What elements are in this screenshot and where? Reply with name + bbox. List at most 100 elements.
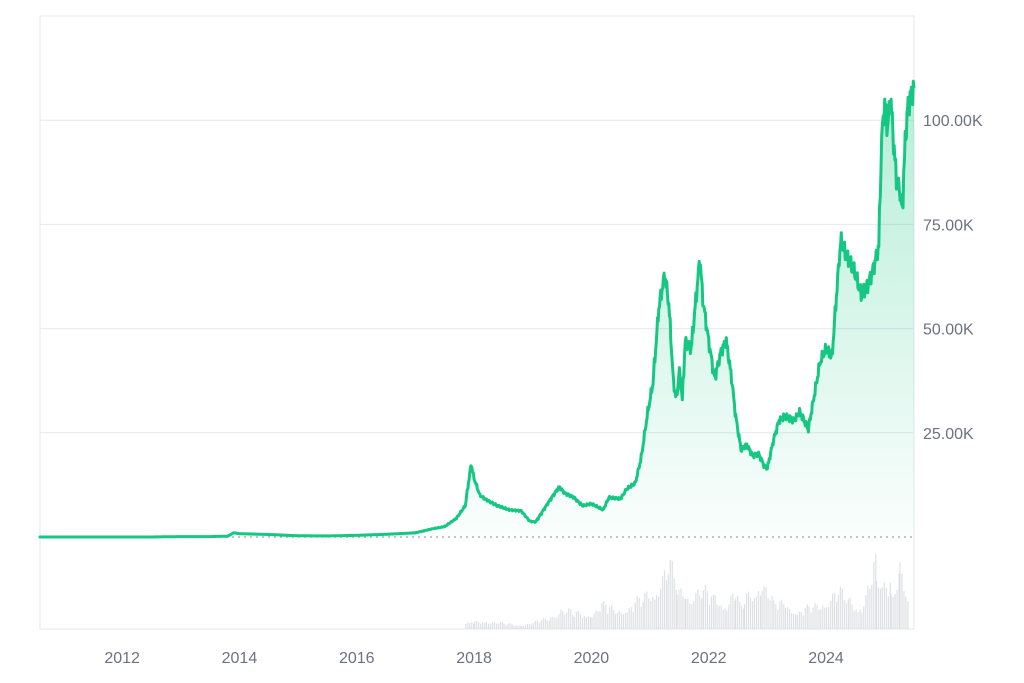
volume-bar [579,614,581,629]
volume-bar [497,623,499,629]
volume-bar [806,604,808,629]
volume-bar [556,617,558,629]
volume-bar [471,622,473,629]
volume-bar [513,625,515,629]
volume-bar [476,620,478,629]
volume-bar [583,616,585,629]
volume-bar [489,623,491,629]
volume-bar [749,597,752,629]
volume-bar [505,625,507,629]
volume-bar [689,603,691,629]
volume-bar [659,589,662,629]
volume-bar [493,622,495,629]
volume-bar [652,596,654,629]
volume-bar [680,588,682,629]
volume-bar [720,605,722,629]
volume-bar [501,622,503,629]
volume-bar [678,590,680,629]
volume-bar [853,610,855,629]
y-tick-label: 50.00K [923,322,974,339]
y-tick-label: 25.00K [923,426,974,443]
volume-bar [741,606,743,629]
volume-bar [843,600,845,629]
y-tick-label: 75.00K [923,217,974,234]
volume-bar [812,607,814,629]
volume-bar [788,609,791,629]
volume-bar [757,591,760,629]
volume-bar [794,614,797,629]
volume-bar [575,611,577,629]
volume-bar [526,624,529,629]
volume-bar [798,611,800,629]
volume-bar [671,560,673,629]
volume-bar [474,621,476,629]
volume-bar [743,604,746,629]
volume-bar [875,580,878,629]
volume-bar [648,598,650,629]
volume-bar [890,594,892,629]
volume-bar [611,605,613,629]
volume-bar [739,601,741,629]
volume-bar [507,623,509,629]
volume-bar [883,582,885,629]
volume-bar [593,613,595,629]
volume-bar [632,612,634,629]
volume-bar [855,609,857,629]
volume-bar [520,625,523,629]
price-area-fill [40,81,914,537]
volume-bar [847,599,849,629]
volume-bar [595,610,597,629]
volume-bar [685,599,687,629]
volume-bar [570,609,572,629]
volume-bar [745,593,748,629]
volume-bar [484,622,486,629]
volume-bar [783,604,785,629]
volume-bar [530,624,533,629]
volume-bar [480,623,482,629]
volume-bar [761,591,763,629]
volume-bar [771,596,773,629]
volume-bar [669,559,671,629]
volume-bar [691,604,693,629]
volume-bar [818,610,820,629]
volume-bar [568,608,570,629]
volume-bar [814,603,816,629]
volume-bar [849,597,851,629]
volume-bar [589,617,591,629]
volume-bar [714,595,716,629]
volume-bar [810,612,812,629]
volume-bar [822,605,824,629]
volume-bar [587,616,589,629]
volume-bar [726,610,728,629]
x-tick-label: 2024 [808,650,844,667]
volume-bar [517,625,519,629]
volume-bar [655,595,658,629]
volume-bar [859,609,861,629]
volume-bar [609,606,611,629]
volume-bar [487,623,489,629]
volume-bar [626,612,628,629]
volume-bar [777,610,779,629]
volume-bar [684,599,686,629]
volume-bar [820,609,822,629]
volume-bar [894,593,896,629]
volume-bar [845,603,847,629]
volume-bar [511,624,513,629]
volume-bar [676,595,678,629]
volume-bar [620,613,623,629]
volume-bar [710,596,713,629]
volume-bar [873,562,875,629]
volume-bar [495,623,497,629]
volume-bar [792,613,795,629]
volume-bar [540,620,542,629]
volume-bar [881,587,883,629]
volume-bar [701,598,703,629]
volume-bar [899,562,901,629]
volume-bar [751,601,754,629]
volume-bar [735,597,737,629]
volume-bar [869,588,871,629]
volume-bar [887,596,889,629]
volume-bar [663,570,666,629]
x-tick-label: 2022 [691,650,727,667]
